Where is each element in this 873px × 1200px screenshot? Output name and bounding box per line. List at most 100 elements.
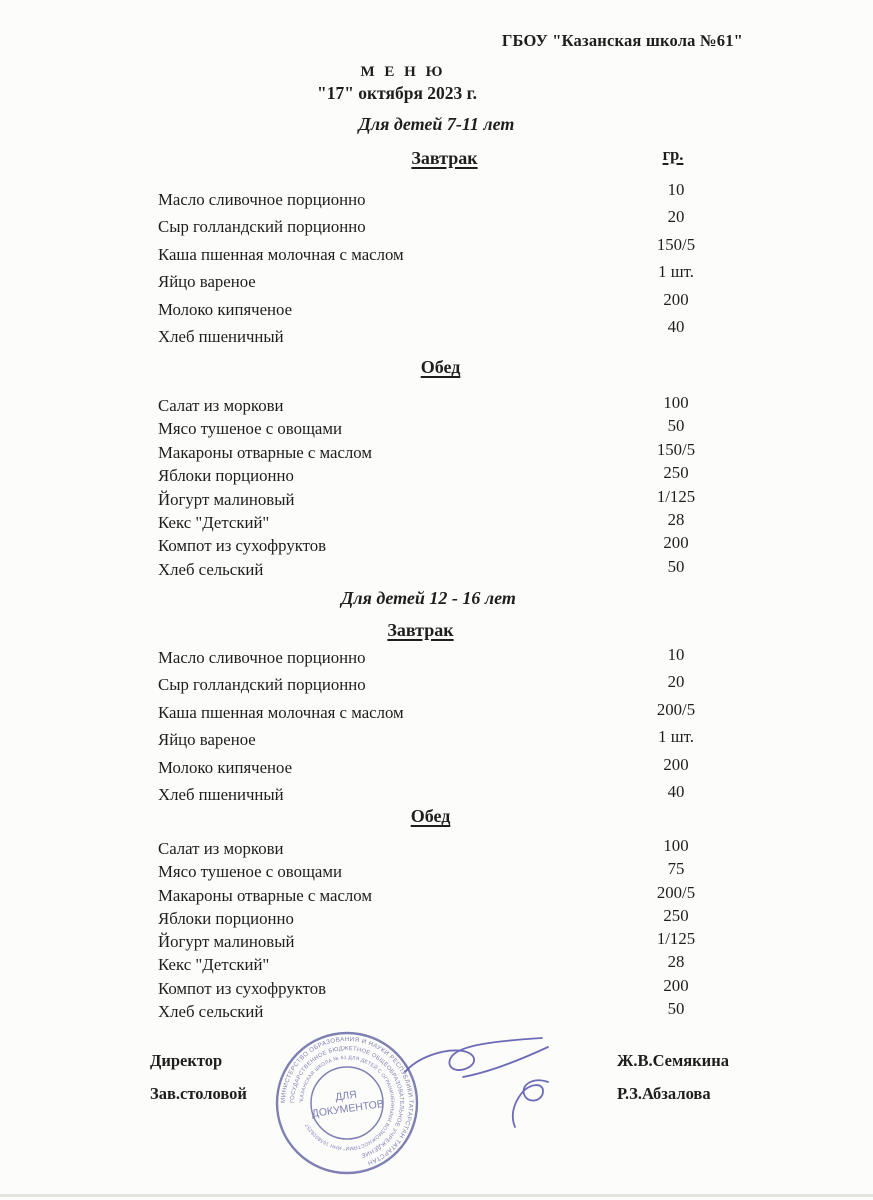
dish-name: Сыр голландский порционно: [158, 675, 366, 695]
dish-name: Компот из сухофруктов: [158, 978, 327, 998]
dish-name: Молоко кипяченое: [158, 757, 293, 777]
stamp-outer-circle: [275, 1031, 419, 1175]
age-group-title-7-11: Для детей 7-11 лет: [358, 114, 515, 134]
breakfast-list-12-16: Масло сливочное порционно 10 Сыр голландс…: [158, 645, 722, 812]
lunch-list-12-16: Салат из моркови 100 Мясо тушеное с овоща…: [158, 836, 722, 1025]
meal-header-lunch-2: Обед: [410, 806, 451, 826]
menu-item-row: Хлеб сельский 50: [158, 556, 722, 583]
age-group-title-12-16: Для детей 12 - 16 лет: [341, 588, 516, 608]
menu-title: М Е Н Ю: [360, 64, 446, 80]
dish-amount: 10: [667, 180, 685, 199]
menu-item-row: Каша пшенная молочная с маслом 200/5: [158, 699, 722, 730]
dish-name: Каша пшенная молочная с маслом: [158, 244, 404, 264]
signature-row-canteen-manager: Зав.столовой Р.З.Абзалова: [0, 1084, 873, 1106]
dish-name: Макароны отварные с маслом: [158, 885, 373, 905]
menu-item-row: Сыр голландский порционно 20: [158, 672, 722, 702]
dish-amount: 200: [663, 754, 689, 774]
dish-amount: 200: [663, 975, 689, 995]
dish-amount: 1 шт.: [658, 262, 694, 282]
meal-header-lunch-1: Обед: [420, 357, 461, 377]
menu-item-row: Каша пшенная молочная с маслом 150/5: [158, 235, 722, 272]
canteen-manager-name: Р.З.Абзалова: [617, 1084, 711, 1103]
dish-name: Хлеб сельский: [158, 559, 264, 579]
dish-name: Хлеб сельский: [158, 1002, 264, 1022]
dish-name: Яблоки порционно: [158, 466, 294, 486]
dish-name: Компот из сухофруктов: [158, 536, 327, 556]
dish-amount: 20: [667, 672, 685, 692]
menu-item-row: Кекс "Детский" 28: [158, 509, 722, 536]
canteen-manager-signature: [511, 1079, 549, 1128]
menu-item-row: Компот из сухофруктов 200: [158, 533, 722, 559]
menu-item-row: Молоко кипяченое 200: [158, 754, 722, 785]
dish-amount: 50: [667, 999, 685, 1019]
signature-row-director: Директор Ж.В.Семякина: [0, 1051, 873, 1073]
dish-name: Йогурт малиновый: [158, 932, 295, 952]
dish-name: Сыр голландский порционно: [158, 217, 366, 237]
menu-item-row: Молоко кипяченое 200: [158, 290, 722, 327]
meal-header-breakfast-1: Завтрак: [411, 148, 478, 168]
dish-amount: 100: [663, 393, 689, 412]
dish-amount: 10: [667, 645, 685, 664]
dish-amount: 50: [667, 556, 685, 576]
dish-amount: 100: [663, 836, 689, 855]
handwritten-signatures: [404, 1037, 549, 1128]
menu-item-row: Мясо тушеное с овощами 50: [158, 416, 722, 442]
menu-item-row: Яйцо вареное 1 шт.: [158, 262, 722, 299]
meal-header-breakfast-2: Завтрак: [387, 620, 454, 640]
dish-name: Мясо тушеное с овощами: [158, 862, 342, 882]
menu-item-row: Йогурт малиновый 1/125: [158, 929, 722, 955]
dish-amount: 250: [663, 905, 689, 925]
scan-artifact-band: [0, 1194, 873, 1197]
dish-name: Макароны отварные с маслом: [158, 442, 373, 462]
dish-amount: 1 шт.: [658, 727, 694, 747]
menu-item-row: Яблоки порционно 250: [158, 905, 722, 932]
menu-item-row: Сыр голландский порционно 20: [158, 207, 722, 244]
dish-amount: 28: [667, 509, 685, 529]
dish-amount: 20: [667, 207, 685, 227]
breakfast-list-7-11: Масло сливочное порционно 10 Сыр голландс…: [158, 180, 722, 354]
dish-amount: 75: [667, 859, 685, 879]
menu-item-row: Масло сливочное порционно 10: [158, 645, 722, 675]
dish-name: Йогурт малиновый: [158, 489, 295, 509]
menu-item-row: Салат из моркови 100: [158, 836, 722, 862]
dish-name: Кекс "Детский": [158, 955, 270, 975]
menu-item-row: Масло сливочное порционно 10: [158, 180, 722, 217]
dish-amount: 200: [663, 533, 689, 553]
dish-amount: 1/125: [656, 929, 696, 949]
menu-item-row: Кекс "Детский" 28: [158, 952, 722, 978]
menu-item-row: Макароны отварные с маслом 200/5: [158, 882, 722, 909]
dish-name: Молоко кипяченое: [158, 299, 293, 319]
dish-amount: 150/5: [656, 439, 696, 459]
dish-name: Яблоки порционно: [158, 908, 294, 928]
dish-name: Яйцо вареное: [158, 730, 256, 750]
dish-amount: 200: [663, 289, 689, 309]
dish-amount: 200/5: [656, 882, 696, 902]
stamp-center-text-line1: ДЛЯ: [334, 1089, 357, 1104]
dish-name: Масло сливочное порционно: [158, 648, 366, 667]
menu-item-row: Макароны отварные с маслом 150/5: [158, 439, 722, 466]
school-name-header: ГБОУ "Казанская школа №61": [501, 31, 743, 50]
menu-item-row: Мясо тушеное с овощами 75: [158, 859, 722, 885]
stamp-inner-circle: [310, 1066, 384, 1140]
menu-item-row: Салат из моркови 100: [158, 393, 722, 419]
dish-name: Хлеб пшеничный: [158, 784, 284, 804]
canteen-manager-role-label: Зав.столовой: [150, 1084, 247, 1103]
dish-amount: 28: [667, 952, 685, 972]
dish-name: Масло сливочное порционно: [158, 190, 366, 209]
menu-item-row: Яйцо вареное 1 шт.: [158, 727, 722, 757]
dish-name: Салат из моркови: [158, 396, 284, 415]
dish-name: Яйцо вареное: [158, 272, 256, 292]
lunch-list-7-11: Салат из моркови 100 Мясо тушеное с овоща…: [158, 393, 722, 583]
dish-amount: 250: [663, 463, 689, 483]
menu-item-row: Компот из сухофруктов 200: [158, 975, 722, 1002]
menu-item-row: Яблоки порционно 250: [158, 463, 722, 489]
dish-name: Каша пшенная молочная с маслом: [158, 702, 404, 722]
dish-amount: 150/5: [656, 234, 696, 254]
dish-amount: 40: [667, 781, 685, 801]
dish-amount: 1/125: [656, 486, 696, 506]
director-name: Ж.В.Семякина: [617, 1051, 729, 1070]
dish-amount: 200/5: [656, 699, 696, 719]
dish-name: Кекс "Детский": [158, 512, 270, 532]
school-round-stamp: МИНИСТЕРСТВО ОБРАЗОВАНИЯ И НАУКИ РЕСПУБЛ…: [275, 1031, 419, 1175]
